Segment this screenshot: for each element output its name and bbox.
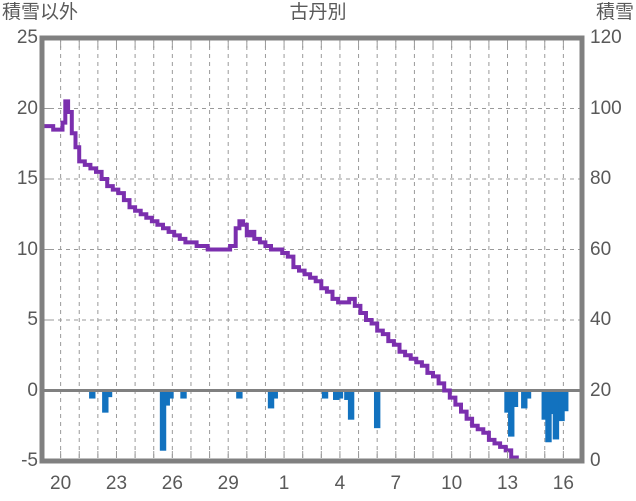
left-axis-tick-label: 0	[27, 379, 38, 401]
precipitation-bar	[271, 391, 278, 399]
precipitation-bar	[321, 391, 329, 399]
precipitation-bar	[105, 391, 113, 398]
precipitation-bar	[511, 391, 519, 408]
left-axis-title: 積雪以外	[2, 2, 79, 23]
left-axis-tick-label: -5	[21, 450, 38, 471]
precipitation-bar	[167, 391, 174, 399]
right-axis-tick-label: 100	[590, 97, 622, 119]
x-axis-tick-label: 26	[161, 473, 183, 494]
right-axis-tick-label: 80	[590, 168, 612, 189]
precipitation-bar	[521, 391, 528, 409]
precipitation-bar	[333, 391, 340, 400]
precipitation-bar	[373, 391, 381, 429]
x-axis-tick-label: 7	[390, 473, 402, 494]
precipitation-bar	[504, 391, 511, 413]
x-axis-tick-label: 1	[278, 473, 290, 494]
right-axis-tick-label: 120	[590, 27, 622, 48]
precipitation-bar	[267, 391, 275, 409]
precipitation-bar	[102, 391, 109, 413]
x-axis-tick-label: 10	[441, 473, 463, 494]
precipitation-bar	[344, 391, 351, 400]
precipitation-bar	[552, 391, 560, 440]
left-axis-tick-label: 15	[16, 168, 38, 189]
right-axis-tick-label: 20	[590, 379, 612, 401]
precipitation-bar	[549, 391, 556, 415]
precipitation-bar	[236, 391, 243, 399]
precipitation-bar	[558, 391, 565, 422]
left-axis-tick-label: 20	[16, 97, 38, 119]
x-axis-tick-label: 20	[50, 473, 72, 494]
left-axis-tick-label: 5	[27, 309, 38, 330]
precipitation-bar	[336, 391, 344, 399]
right-axis-title: 積雪	[595, 2, 634, 23]
left-axis-tick-label: 25	[16, 27, 38, 48]
precipitation-bar	[180, 391, 187, 399]
x-axis-tick-label: 16	[552, 473, 574, 494]
precipitation-bar	[524, 391, 532, 399]
x-axis-tick-label: 29	[217, 473, 239, 494]
precipitation-bar	[508, 391, 515, 437]
right-axis-tick-label: 0	[590, 450, 601, 471]
x-axis-tick-label: 23	[105, 473, 128, 494]
precipitation-bar	[545, 391, 552, 443]
plot-frame	[39, 35, 585, 464]
precipitation-bar	[347, 391, 355, 420]
precipitation-bar	[541, 391, 548, 420]
snow-depth-line	[42, 99, 582, 463]
precipitation-bar	[163, 391, 170, 406]
right-axis-tick-label: 40	[590, 309, 612, 330]
precipitation-bar	[89, 391, 96, 399]
x-axis-tick-label: 4	[334, 473, 346, 494]
x-axis-tick-label: 13	[496, 473, 519, 494]
left-axis-tick-label: 10	[16, 238, 38, 260]
precipitation-bar	[159, 391, 167, 451]
right-axis-tick-label: 60	[590, 238, 612, 260]
chart-title: 古丹別	[289, 2, 347, 23]
precipitation-bar	[562, 391, 569, 412]
